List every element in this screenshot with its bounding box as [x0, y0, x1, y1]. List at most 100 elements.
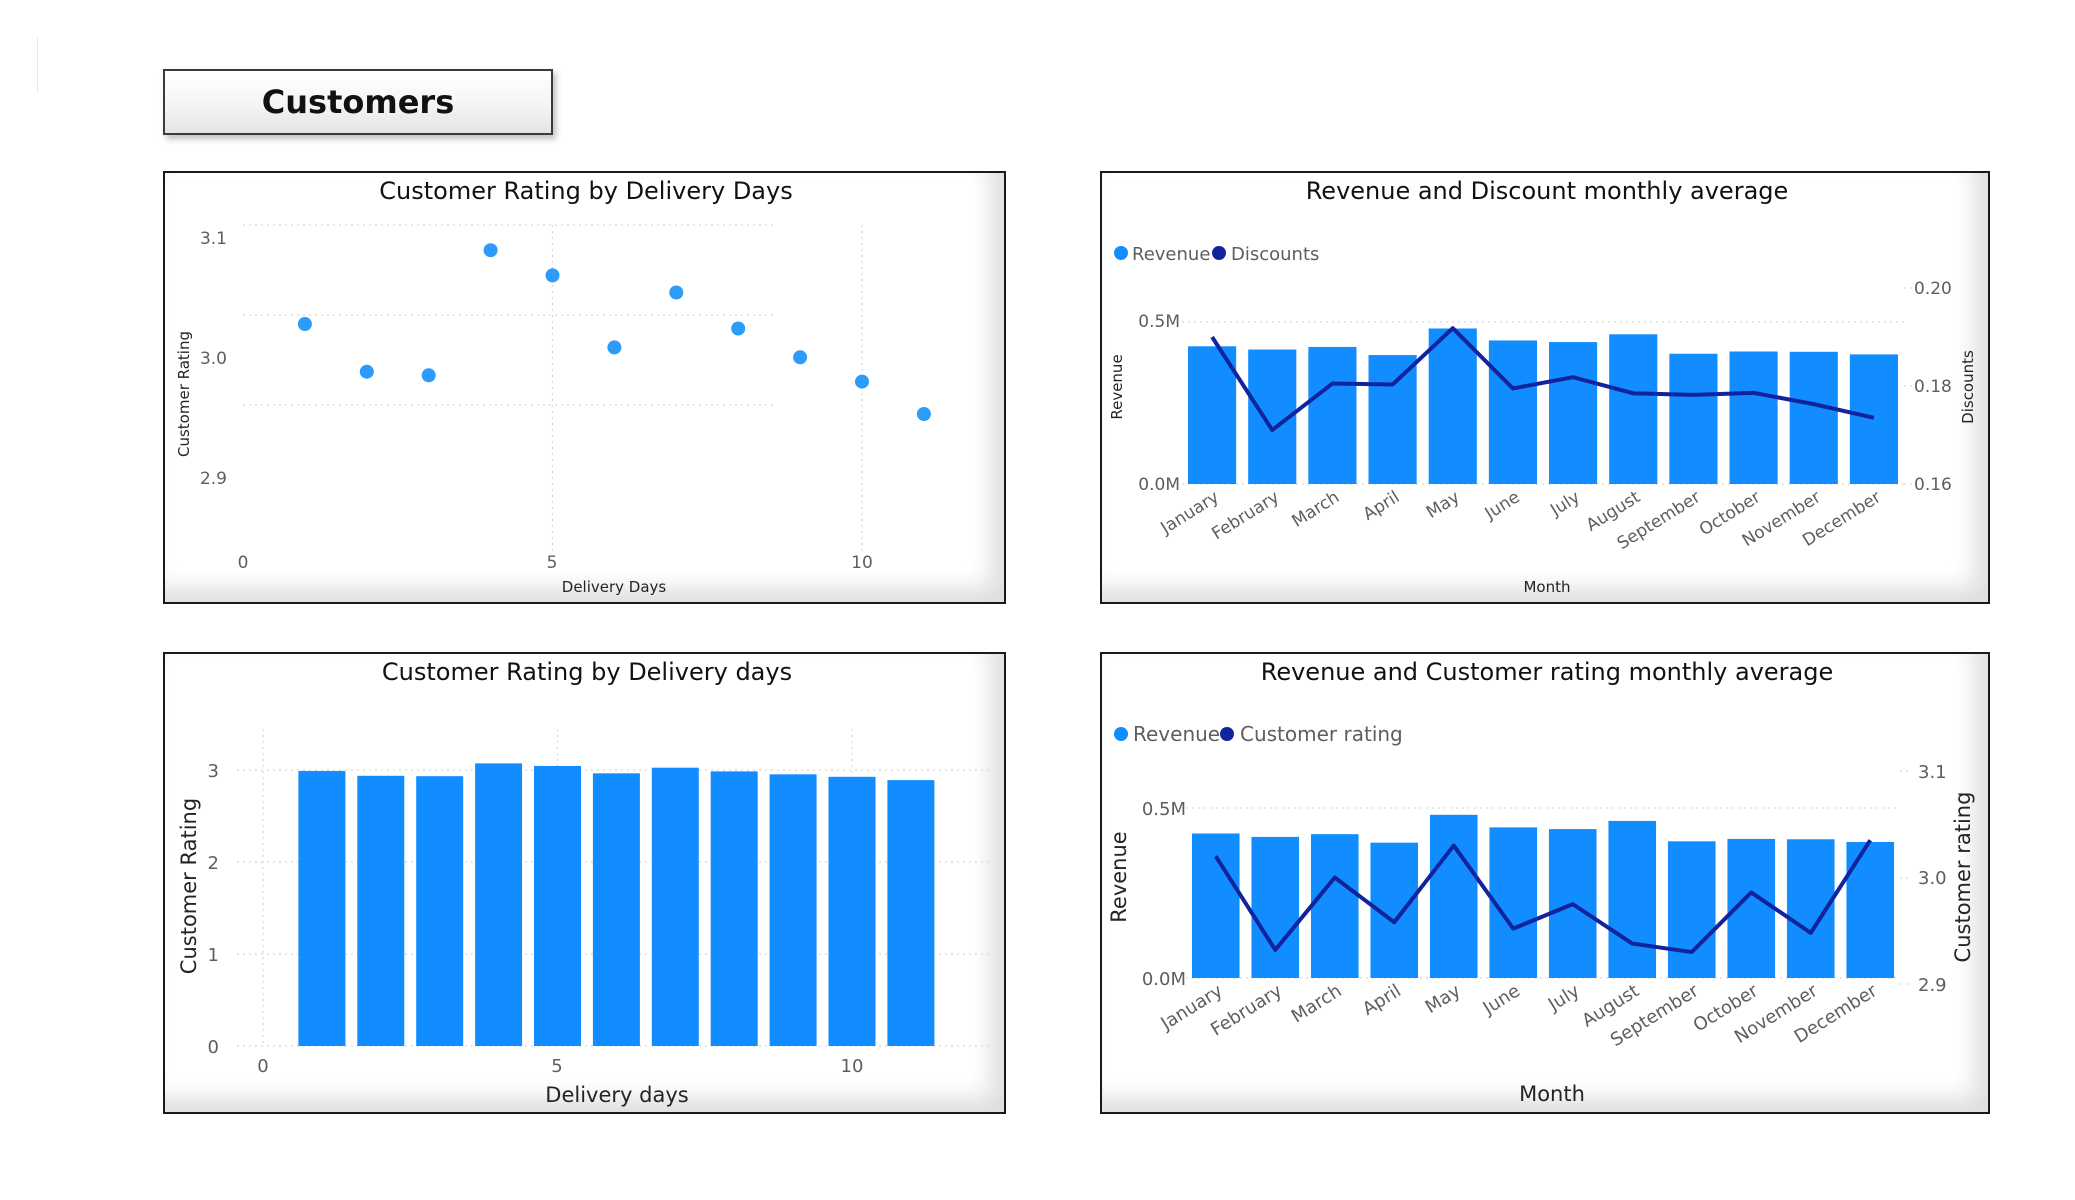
rating-bar-chart: Customer Rating by Delivery days Deliver… [177, 658, 991, 1107]
y2-tick-label: 0.20 [1914, 279, 1952, 299]
y-tick-label: 0 [208, 1037, 219, 1058]
y-tick-label: 2 [208, 853, 219, 874]
bar [592, 773, 640, 1046]
x-tick-label: July [1546, 487, 1583, 521]
bar [769, 774, 817, 1046]
bar [1669, 353, 1718, 484]
scatter-chart-panel[interactable]: Customer Rating by Delivery Days Deliver… [163, 171, 1006, 604]
x-tick-label: 5 [547, 553, 558, 573]
x-tick-label: 0 [238, 553, 249, 573]
legend-marker-customer-rating [1220, 727, 1234, 741]
chart-title: Revenue and Customer rating monthly aver… [1261, 658, 1834, 686]
bar [1608, 820, 1657, 978]
y2-tick-label: 0.18 [1914, 377, 1952, 397]
data-point [297, 317, 312, 331]
bar [1191, 833, 1240, 978]
legend-label: Discounts [1231, 244, 1319, 265]
bar [1789, 351, 1838, 484]
chart-title: Customer Rating by Delivery Days [379, 177, 792, 205]
y2-tick-label: 3.1 [1918, 762, 1947, 783]
data-point [669, 285, 684, 300]
chart-title: Customer Rating by Delivery days [382, 658, 792, 686]
y-tick-label: 1 [208, 945, 219, 966]
y2-tick-label: 0.16 [1914, 475, 1952, 495]
series-line [1210, 326, 1875, 433]
bar [1667, 841, 1716, 978]
page-title-text: Customers [261, 83, 455, 121]
y-tick-label: 3 [208, 761, 219, 782]
data-point [793, 350, 808, 365]
legend-label: Revenue [1132, 244, 1210, 265]
y2-axis-title: Customer rating [1951, 792, 1975, 963]
bar [1729, 351, 1778, 484]
data-point [359, 364, 374, 379]
bar [1251, 836, 1300, 978]
y-tick-label: 2.9 [200, 469, 227, 489]
revenue-discount-chart: Revenue and Discount monthly average Rev… [1108, 177, 1977, 596]
legend: Revenue Discounts [1114, 244, 1319, 265]
bar [710, 771, 758, 1046]
data-point [607, 340, 622, 355]
bar [1609, 334, 1658, 484]
y-tick-label: 0.0M [1138, 475, 1180, 495]
canvas-edge-line [37, 38, 38, 92]
bar [1849, 354, 1898, 484]
x-tick-label: April [1360, 487, 1404, 525]
revenue-rating-chart: Revenue and Customer rating monthly aver… [1107, 658, 1975, 1106]
data-point [545, 268, 560, 283]
y2-tick-label: 3.0 [1918, 868, 1947, 889]
rating-bar-chart-panel[interactable]: Customer Rating by Delivery days Deliver… [163, 652, 1006, 1114]
x-axis-title: Delivery days [545, 1083, 688, 1107]
y-axis-title: Revenue [1108, 354, 1126, 419]
bar [1429, 814, 1478, 978]
y-tick-label: 0.5M [1138, 312, 1180, 332]
bar [1310, 834, 1359, 978]
bar [1368, 355, 1417, 484]
bar [1428, 328, 1477, 484]
y2-axis-title: Discounts [1959, 350, 1977, 424]
revenue-discount-chart-panel[interactable]: Revenue and Discount monthly average Rev… [1100, 171, 1990, 604]
scatter-chart: Customer Rating by Delivery Days Deliver… [175, 177, 931, 596]
x-tick-label: March [1288, 980, 1346, 1027]
legend-marker-revenue [1114, 246, 1128, 260]
x-tick-label: 10 [851, 553, 873, 573]
bar [1488, 340, 1537, 484]
x-tick-label: May [1422, 980, 1465, 1018]
x-axis-title: Month [1523, 578, 1570, 596]
data-point [483, 243, 498, 258]
bar [416, 776, 464, 1046]
legend-label: Customer rating [1240, 722, 1403, 746]
revenue-rating-chart-panel[interactable]: Revenue and Customer rating monthly aver… [1100, 652, 1990, 1114]
x-tick-label: May [1423, 487, 1463, 523]
y-tick-label: 3.1 [200, 229, 227, 249]
bar [1188, 346, 1237, 484]
bar [828, 776, 876, 1046]
bar [1549, 342, 1598, 484]
data-point [421, 368, 436, 383]
legend-label: Revenue [1133, 722, 1220, 746]
x-tick-label: June [1481, 487, 1524, 524]
x-tick-label: April [1359, 980, 1405, 1020]
x-axis-title: Month [1519, 1082, 1585, 1106]
bar [651, 767, 699, 1046]
x-tick-label: June [1479, 980, 1524, 1019]
y2-tick-label: 2.9 [1918, 975, 1947, 996]
y-axis-title: Revenue [1107, 831, 1131, 922]
y-axis-title: Customer Rating [175, 331, 193, 457]
legend-marker-discounts [1212, 246, 1226, 260]
x-axis-title: Delivery Days [562, 578, 667, 596]
bar [475, 763, 523, 1046]
x-tick-label: 0 [257, 1056, 268, 1077]
y-tick-label: 3.0 [200, 349, 227, 369]
bar [1308, 346, 1357, 484]
data-point [916, 407, 931, 421]
x-tick-label: February [1208, 487, 1282, 544]
legend-marker-revenue [1114, 727, 1128, 741]
bar [887, 780, 935, 1046]
bar [1489, 827, 1538, 978]
y-tick-label: 0.0M [1142, 969, 1186, 990]
x-tick-label: 5 [551, 1056, 562, 1077]
x-tick-label: 10 [841, 1056, 864, 1077]
data-point [731, 321, 746, 336]
page-title: Customers [163, 69, 553, 135]
